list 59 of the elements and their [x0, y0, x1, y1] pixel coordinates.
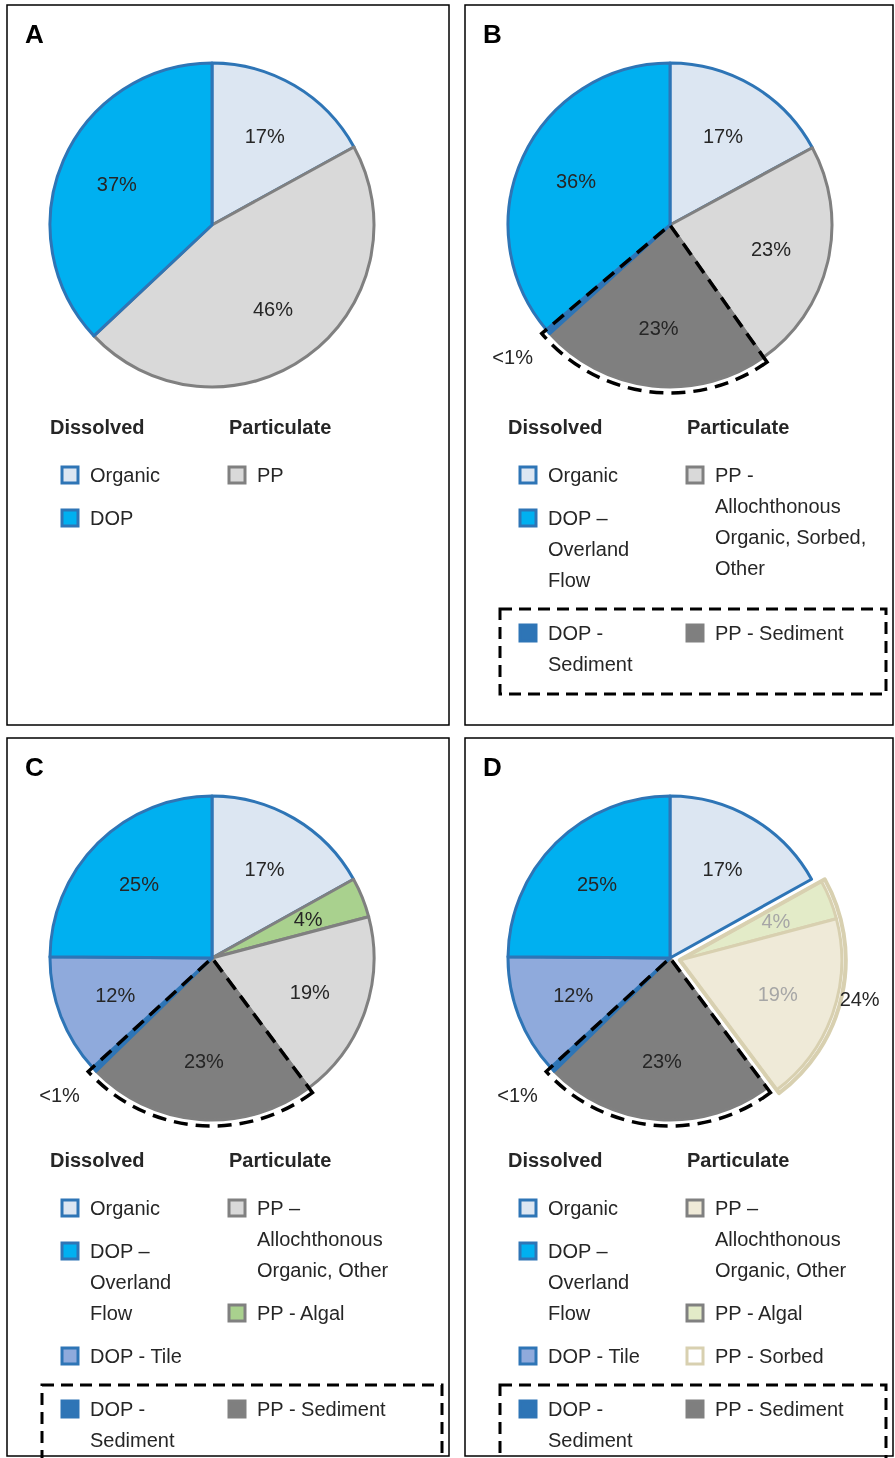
data-label: 12%: [95, 984, 136, 1007]
text: D: [483, 752, 502, 782]
data-label: 37%: [96, 172, 138, 195]
data-label: 23%: [183, 1050, 225, 1073]
data-label: 19%: [757, 983, 798, 1006]
legend-label: DOP - Tile: [548, 1345, 640, 1367]
text: Dissolved: [50, 416, 145, 438]
data-label: <1%: [492, 345, 534, 368]
legend-label: PP - Sediment: [715, 1398, 845, 1420]
text: Dissolved: [508, 416, 603, 438]
data-label: 17%: [244, 124, 286, 147]
legend-label: PP – Allochthonous Organic, Other: [257, 1197, 389, 1281]
legend-label: DOP: [90, 507, 134, 529]
text: Particulate: [687, 1149, 790, 1171]
legend-label: PP - Sediment: [257, 1398, 387, 1420]
data-label: 19%: [289, 981, 331, 1004]
text: 24%: [839, 988, 880, 1011]
data-label: 17%: [703, 124, 744, 147]
data-label: 25%: [576, 873, 618, 896]
legend-label: Organic: [90, 464, 161, 486]
text: Dissolved: [50, 1149, 145, 1171]
data-label: 36%: [555, 170, 597, 193]
legend-label: DOP – Overland Flow: [548, 1240, 630, 1324]
legend-label: DOP - Sediment: [548, 1398, 633, 1451]
text: Particulate: [229, 1149, 332, 1171]
legend-label: PP – Allochthonous Organic, Other: [715, 1197, 847, 1281]
data-label: 12%: [553, 984, 594, 1007]
text: PP - Sorbed: [715, 1345, 824, 1367]
chart-title: A: [25, 19, 44, 49]
text: Dissolved: [508, 1149, 603, 1171]
legend-label: DOP - Tile: [90, 1345, 182, 1367]
text: Particulate: [229, 416, 332, 438]
legend-label: Organic: [548, 1197, 619, 1219]
legend-label: Organic: [90, 1197, 161, 1219]
legend-label: PP - Allochthonous Organic, Sorbed, Other: [715, 464, 867, 579]
text: C: [25, 752, 44, 782]
data-label: 25%: [118, 873, 160, 896]
legend-label: DOP - Sediment: [90, 1398, 175, 1451]
legend-label: Organic: [548, 464, 619, 486]
data-label: <1%: [39, 1084, 81, 1107]
data-label: 46%: [252, 297, 294, 320]
legend-label: PP - Algal: [715, 1302, 803, 1324]
legend-label: PP - Sediment: [715, 622, 845, 644]
legend-label: DOP - Sediment: [548, 622, 633, 675]
data-label: 4%: [293, 908, 323, 931]
data-label: <1%: [497, 1084, 539, 1107]
legend-label: PP: [257, 464, 284, 486]
data-label: 23%: [638, 317, 679, 340]
data-label: 23%: [641, 1050, 683, 1073]
text: B: [483, 19, 502, 49]
data-label: 17%: [244, 857, 285, 880]
data-label: 4%: [761, 910, 791, 933]
legend-label: DOP – Overland Flow: [548, 507, 630, 591]
legend-label: DOP – Overland Flow: [90, 1240, 172, 1324]
text: Particulate: [687, 416, 790, 438]
pie-slice: [92, 145, 376, 389]
data-label: 23%: [750, 237, 792, 260]
data-label: 17%: [702, 857, 743, 880]
legend-label: PP - Algal: [257, 1302, 345, 1324]
